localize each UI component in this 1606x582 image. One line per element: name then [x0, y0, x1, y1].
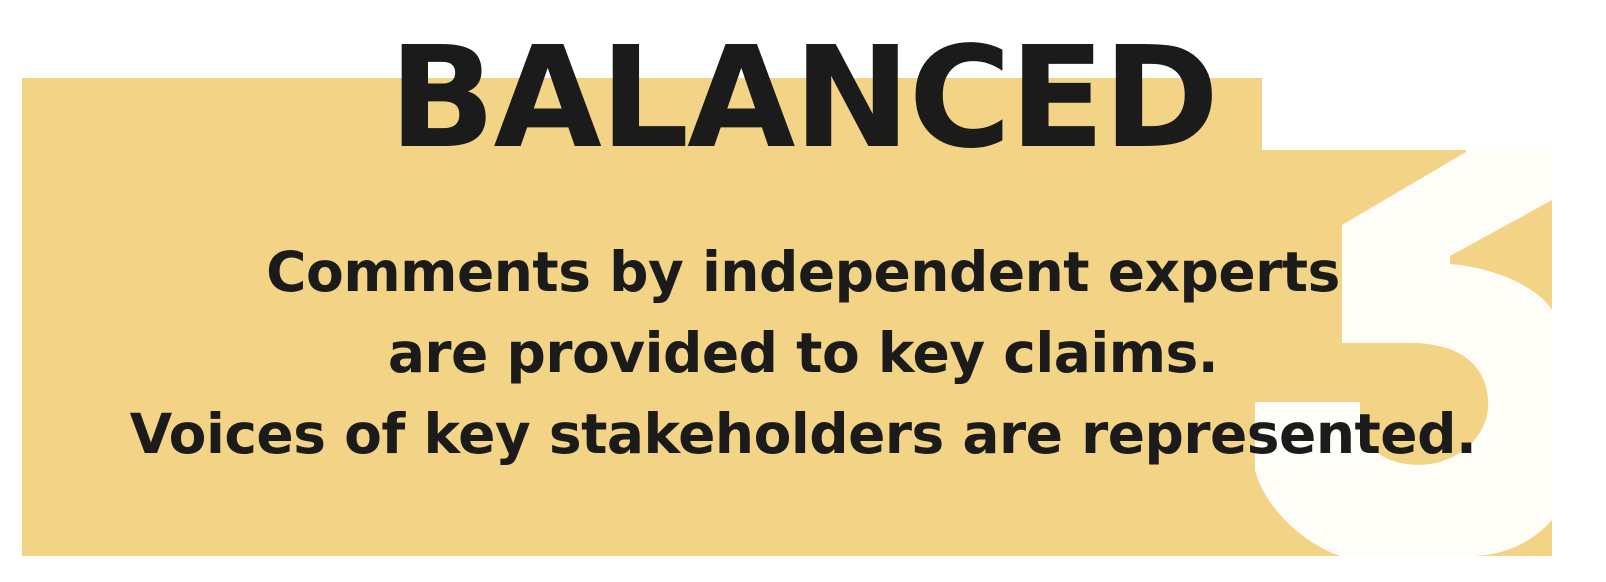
description-line: Comments by independent experts — [266, 240, 1340, 304]
description-line: Voices of key stakeholders are represent… — [129, 402, 1477, 466]
number-five-graphic — [1255, 150, 1552, 556]
description-line: are provided to key claims. — [387, 321, 1219, 385]
card-title: BALANCED — [388, 17, 1219, 180]
panel-notch — [1262, 70, 1562, 150]
card-description: Comments by independent experts are prov… — [0, 232, 1606, 475]
